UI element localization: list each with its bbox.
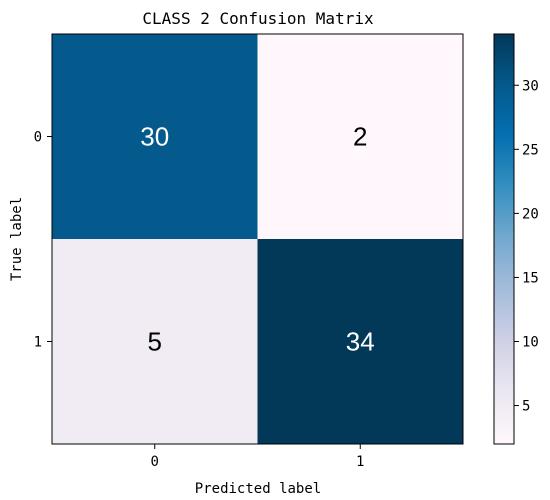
- heatmap-cell: [52, 239, 258, 444]
- plot-frame: [51, 33, 464, 445]
- colorbar-tick-label: 5: [522, 399, 530, 415]
- heatmap-cell: [52, 34, 258, 239]
- colorbar-ticks: 5 10 15 20 25 30: [514, 78, 539, 415]
- heatmap-cell: [257, 239, 463, 444]
- colorbar-tick-label: 30: [522, 78, 539, 94]
- heatmap-cell-labels: 30 2 5 34: [140, 122, 374, 357]
- colorbar-tick-label: 25: [522, 142, 539, 158]
- y-tick-label: 1: [34, 335, 42, 351]
- x-axis-label: Predicted label: [195, 481, 321, 497]
- x-tick-label: 1: [356, 454, 364, 470]
- colorbar-tick-label: 10: [522, 335, 539, 351]
- cell-value-label: 34: [346, 327, 375, 357]
- chart-title: CLASS 2 Confusion Matrix: [142, 9, 374, 28]
- colorbar-tick-label: 15: [522, 270, 539, 286]
- x-tick-label: 0: [151, 454, 159, 470]
- y-tick-label: 0: [34, 130, 42, 146]
- cell-value-label: 2: [353, 122, 367, 152]
- colorbar: [493, 33, 515, 445]
- y-axis-ticks: 01: [34, 130, 52, 351]
- y-axis-label: True label: [9, 197, 25, 281]
- heatmap-cell: [257, 34, 463, 239]
- heatmap-cells: [52, 34, 463, 444]
- colorbar-tick-label: 20: [522, 206, 539, 222]
- cell-value-label: 5: [148, 327, 162, 357]
- cell-value-label: 30: [140, 122, 169, 152]
